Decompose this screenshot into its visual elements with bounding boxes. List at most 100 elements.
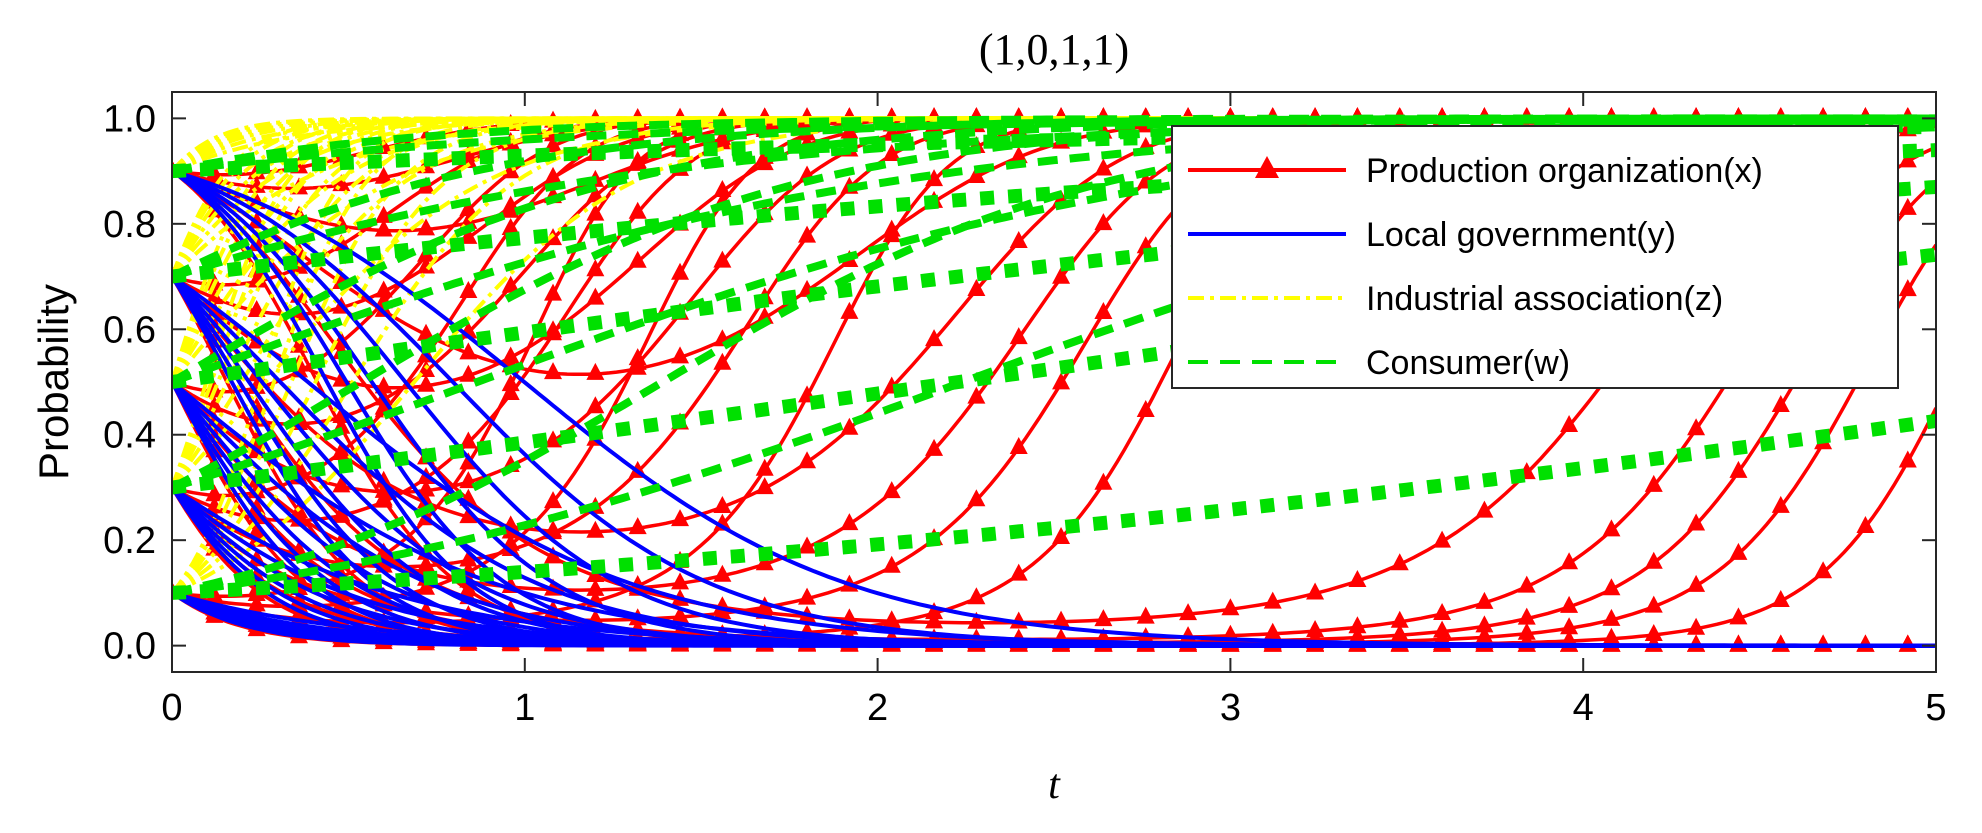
x-marker — [374, 376, 393, 394]
legend-label: Production organization(x) — [1366, 152, 1763, 190]
x-marker — [586, 287, 605, 305]
x-marker — [1052, 526, 1071, 544]
x-marker — [1179, 603, 1198, 621]
x-marker — [544, 520, 563, 538]
x-marker — [544, 430, 563, 448]
x-marker — [967, 611, 986, 629]
x-marker — [671, 572, 690, 590]
x-marker — [671, 606, 690, 624]
x-marker — [459, 549, 478, 567]
x-marker — [798, 536, 817, 554]
w-trajectory — [172, 118, 1936, 386]
x-marker — [374, 488, 393, 506]
x-marker — [1009, 563, 1028, 581]
x-marker — [1898, 450, 1917, 468]
axes-box — [171, 91, 1937, 673]
w-trajectory — [172, 114, 1936, 176]
x-marker — [713, 128, 732, 146]
x-marker — [925, 438, 944, 456]
x-marker — [671, 346, 690, 364]
x-marker — [925, 602, 944, 620]
x-marker — [882, 481, 901, 499]
x-marker — [967, 587, 986, 605]
x-marker — [586, 185, 605, 203]
x-marker — [628, 201, 647, 219]
x-marker — [1517, 607, 1536, 625]
x-marker — [671, 509, 690, 527]
x-marker — [1687, 574, 1706, 592]
x-marker — [755, 477, 774, 495]
x-marker — [1644, 623, 1663, 641]
x-marker — [501, 382, 520, 400]
x-marker — [713, 180, 732, 198]
x-marker — [755, 153, 774, 171]
x-marker — [247, 497, 266, 515]
x-marker — [628, 357, 647, 375]
x-marker — [586, 259, 605, 277]
x-marker — [374, 166, 393, 184]
x-marker — [755, 458, 774, 476]
x-marker — [925, 329, 944, 347]
x-marker — [459, 342, 478, 360]
x-tick-label: 1 — [514, 687, 535, 729]
x-marker — [1517, 622, 1536, 640]
x-marker — [417, 256, 436, 274]
x-marker — [1560, 552, 1579, 570]
x-marker — [1348, 570, 1367, 588]
x-marker — [967, 386, 986, 404]
x-marker — [501, 346, 520, 364]
series-layer — [172, 107, 1936, 652]
x-marker — [798, 225, 817, 243]
x-marker — [459, 280, 478, 298]
x-marker — [1687, 617, 1706, 635]
legend: Production organization(x) Local governme… — [1171, 125, 1899, 389]
x-marker — [1898, 150, 1917, 168]
x-marker — [1771, 589, 1790, 607]
x-marker — [713, 250, 732, 268]
w-trajectory — [172, 114, 1936, 176]
x-marker — [205, 163, 224, 181]
x-marker — [459, 198, 478, 216]
x-marker — [882, 610, 901, 628]
x-marker — [1433, 603, 1452, 621]
x-marker — [840, 417, 859, 435]
x-marker — [840, 301, 859, 319]
x-marker — [1898, 197, 1917, 215]
x-marker — [586, 203, 605, 221]
x-marker — [1094, 609, 1113, 627]
x-marker — [374, 219, 393, 237]
x-marker — [501, 275, 520, 293]
x-marker — [544, 166, 563, 184]
x-marker — [1560, 595, 1579, 613]
x-marker — [1433, 530, 1452, 548]
w-trajectory — [172, 147, 1936, 597]
y-axis-label: Probability — [30, 284, 77, 480]
x-marker — [798, 451, 817, 469]
x-marker — [1009, 436, 1028, 454]
x-marker — [544, 320, 563, 338]
x-tick-label: 2 — [867, 687, 888, 729]
x-marker — [1729, 542, 1748, 560]
x-marker — [713, 496, 732, 514]
x-marker — [1644, 551, 1663, 569]
x-marker — [1687, 418, 1706, 436]
y-trajectory — [172, 169, 1936, 648]
x-marker — [1306, 620, 1325, 638]
y-tick-label: 0.6 — [103, 309, 156, 351]
x-marker — [882, 143, 901, 161]
x-marker — [1263, 591, 1282, 609]
x-marker — [1094, 472, 1113, 490]
x-marker — [628, 153, 647, 171]
x-marker — [628, 517, 647, 535]
x-marker — [1687, 513, 1706, 531]
x-marker — [332, 442, 351, 460]
x-marker — [1771, 495, 1790, 513]
x-marker — [1009, 230, 1028, 248]
x-marker — [1136, 606, 1155, 624]
x-marker — [1856, 516, 1875, 534]
x-marker — [247, 594, 266, 612]
legend-label: Industrial association(z) — [1366, 280, 1723, 318]
x-marker — [1814, 561, 1833, 579]
x-marker — [1602, 578, 1621, 596]
